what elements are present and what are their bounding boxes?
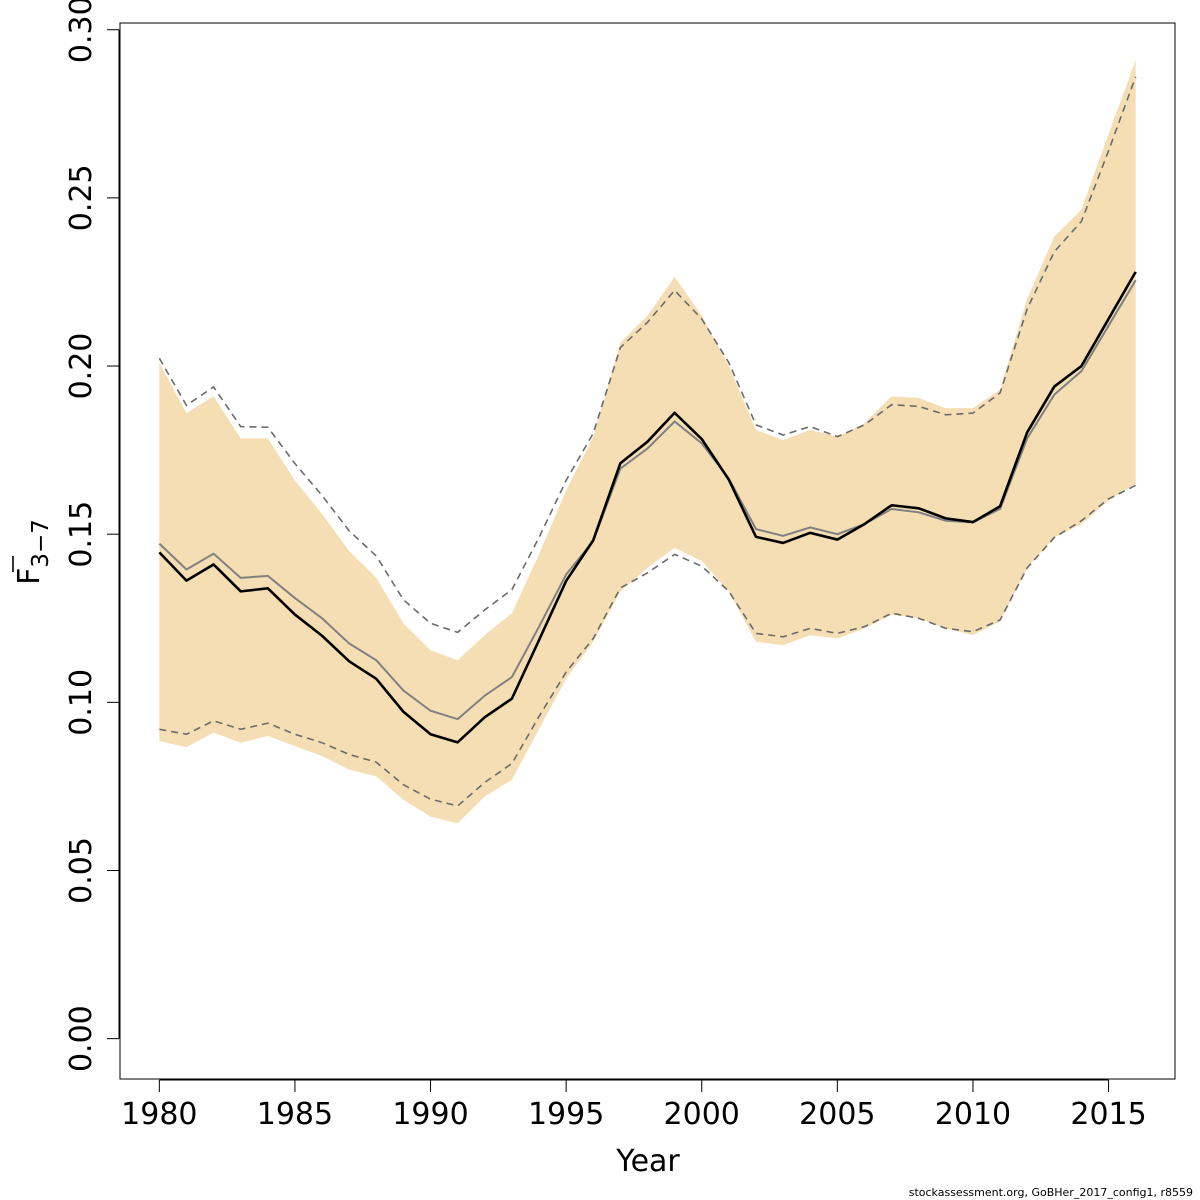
estimate-lines-layer bbox=[158, 271, 1137, 744]
estimate-line bbox=[158, 271, 1137, 744]
y-axis-title-subscript: 3−7 bbox=[28, 519, 54, 568]
x-tick-label: 1980 bbox=[121, 1097, 197, 1132]
lower-dashed-line bbox=[159, 484, 1137, 807]
upper-dashed-line bbox=[158, 76, 1137, 634]
x-tick-label: 2015 bbox=[1070, 1097, 1146, 1132]
plot-frame bbox=[119, 22, 1176, 1080]
y-tick-label: 0.20 bbox=[64, 333, 99, 400]
x-tick-label: 2005 bbox=[799, 1097, 875, 1132]
footer-credit: stockassessment.org, GoBHer_2017_config1… bbox=[909, 1186, 1193, 1199]
y-tick-label: 0.15 bbox=[64, 501, 99, 568]
dashed-bounds-layer bbox=[158, 76, 1137, 807]
x-tick-label: 1995 bbox=[528, 1097, 604, 1132]
y-tick-label: 0.10 bbox=[64, 669, 99, 736]
x-tick-label: 1990 bbox=[392, 1097, 468, 1132]
y-axis-title-main: F bbox=[12, 568, 47, 585]
x-axis-title: Year bbox=[615, 1144, 680, 1179]
y-axis: 0.00 0.05 0.10 0.15 0.20 0.25 0.30 bbox=[64, 0, 120, 1072]
y-tick-label: 0.30 bbox=[64, 0, 99, 63]
y-tick-label: 0.00 bbox=[64, 1005, 99, 1072]
y-axis-title: F3−7 bbox=[12, 519, 54, 585]
y-tick-label: 0.25 bbox=[64, 164, 99, 231]
svg-text:F3−7: F3−7 bbox=[12, 519, 54, 585]
x-tick-label: 2010 bbox=[935, 1097, 1011, 1132]
x-tick-label: 1985 bbox=[257, 1097, 333, 1132]
y-tick-label: 0.05 bbox=[64, 837, 99, 904]
x-axis: 1980 1985 1990 1995 2000 2005 2010 2015 bbox=[121, 1079, 1147, 1132]
x-tick-label: 2000 bbox=[664, 1097, 740, 1132]
